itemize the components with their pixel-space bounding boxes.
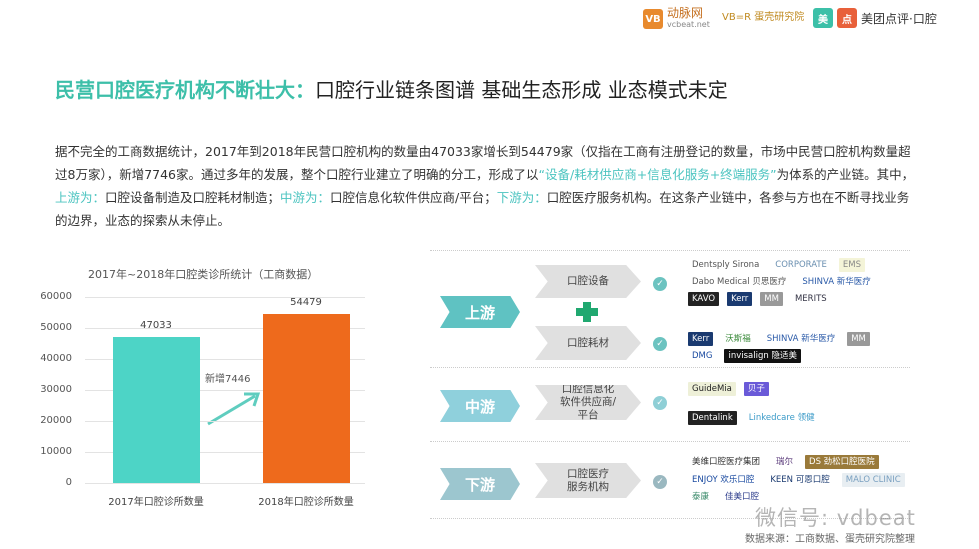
company-logo: SHINVA 新华医疗: [798, 274, 875, 289]
company-logo: CORPORATE: [771, 257, 831, 272]
company-logo: KEEN 可恩口腔: [766, 472, 834, 487]
logo-row: Dentalink Linkedcare 领健: [688, 410, 819, 425]
stage-midstream: 中游: [440, 390, 520, 422]
logo-row: DMG invisalign 隐适美: [688, 348, 801, 363]
check-icon: ✓: [653, 277, 667, 291]
company-logo: Dentsply Sirona: [688, 257, 764, 272]
company-logo: EMS: [838, 257, 866, 272]
stage-downstream: 下游: [440, 468, 520, 500]
company-logo: SHINVA 新华医疗: [762, 331, 840, 346]
company-logo: 瑞尔: [772, 454, 798, 469]
check-icon: ✓: [653, 337, 667, 351]
meituan-dianping-logo-icon: 美: [813, 8, 833, 28]
y-tick-label: 40000: [40, 353, 72, 364]
item-equipment: 口腔设备: [535, 265, 641, 298]
gridline: [85, 359, 365, 360]
vcbeat-logo-icon: VB: [643, 9, 663, 29]
company-logo: DMG: [688, 348, 717, 363]
company-logo: invisalign 隐适美: [724, 348, 801, 363]
company-logo: Dabo Medical 贝思医疗: [688, 274, 791, 289]
divider: [430, 367, 910, 368]
intro-paragraph: 据不完全的工商数据统计，2017年到2018年民营口腔机构的数量由47033家增…: [55, 144, 915, 228]
growth-annotation: 新增7446: [205, 374, 251, 385]
logo-row: 美维口腔医疗集团 瑞尔 DS 劲松口腔医院: [688, 454, 879, 469]
dianping-logo-icon: 点: [837, 8, 857, 28]
logo-row: Dabo Medical 贝思医疗 SHINVA 新华医疗: [688, 274, 875, 289]
logo-row: 泰康 佳美口腔: [688, 489, 764, 504]
item-consumables: 口腔耗材: [535, 326, 641, 360]
item-clinics: 口腔医疗服务机构: [535, 463, 641, 498]
divider: [430, 250, 910, 251]
logo-row: ENJOY 欢乐口腔 KEEN 可恩口腔 MALO CLINIC: [688, 472, 905, 487]
company-logo: ENJOY 欢乐口腔: [688, 472, 759, 487]
divider: [430, 441, 910, 442]
gridline: [85, 328, 365, 329]
y-tick-label: 0: [65, 477, 72, 488]
company-logo: Dentalink: [688, 410, 737, 425]
company-logo: MALO CLINIC: [841, 472, 905, 487]
bar: [263, 314, 350, 483]
gridline: [85, 483, 365, 484]
company-logo: MM: [847, 331, 870, 346]
company-logo: 贝子: [743, 381, 769, 396]
data-label: 47033: [140, 320, 172, 332]
growth-arrow-icon: [207, 392, 261, 426]
bar: [113, 337, 200, 483]
vcbeat-brand: VB 动脉网 vcbeat.net: [643, 7, 710, 30]
company-logo: MERITS: [790, 291, 831, 306]
page-title: 民营口腔医疗机构不断壮大：口腔行业链条图谱 基础生态形成 业态模式未定: [55, 78, 728, 102]
logo-row: GuideMia 贝子: [688, 381, 769, 396]
divider: [430, 518, 910, 519]
logo-row: KAVO Kerr MM MERITS: [688, 291, 831, 306]
item-software: 口腔信息化软件供应商/平台: [535, 385, 641, 420]
logo-row: Kerr 沃斯福 SHINVA 新华医疗 MM: [688, 331, 870, 346]
check-icon: ✓: [653, 396, 667, 410]
x-tick-label: 2017年口腔诊所数量: [108, 497, 204, 508]
y-tick-label: 50000: [40, 322, 72, 333]
gridline: [85, 390, 365, 391]
company-logo: GuideMia: [688, 381, 736, 396]
check-icon: ✓: [653, 475, 667, 489]
meituan-brand: 美 点 美团点评·口腔: [813, 8, 937, 28]
gridline: [85, 421, 365, 422]
company-logo: MM: [760, 291, 783, 306]
logo-row: Dentsply Sirona CORPORATE EMS: [688, 257, 866, 272]
company-logo: 沃斯福: [721, 331, 755, 346]
company-logo: KAVO: [688, 291, 720, 306]
plus-icon: [576, 302, 598, 322]
gridline: [85, 297, 365, 298]
company-logo: 泰康: [688, 489, 714, 504]
y-tick-label: 60000: [40, 291, 72, 302]
y-tick-label: 30000: [40, 384, 72, 395]
vbr-brand: VB=R 蛋壳研究院: [722, 12, 805, 23]
y-tick-label: 20000: [40, 415, 72, 426]
data-label: 54479: [290, 297, 322, 309]
data-source: 数据来源：工商数据、蛋壳研究院整理: [745, 534, 915, 545]
chart-title: 2017年~2018年口腔类诊所统计（工商数据）: [88, 268, 319, 281]
company-logo: 美维口腔医疗集团: [688, 454, 765, 469]
watermark: 微信号: vdbeat: [755, 506, 916, 530]
company-logo: Kerr: [727, 291, 753, 306]
x-tick-label: 2018年口腔诊所数量: [258, 497, 354, 508]
company-logo: Kerr: [688, 331, 714, 346]
stage-upstream: 上游: [440, 296, 520, 328]
company-logo: DS 劲松口腔医院: [805, 454, 879, 469]
company-logo: 佳美口腔: [721, 489, 764, 504]
company-logo: Linkedcare 领健: [744, 410, 819, 425]
y-tick-label: 10000: [40, 446, 72, 457]
gridline: [85, 452, 365, 453]
